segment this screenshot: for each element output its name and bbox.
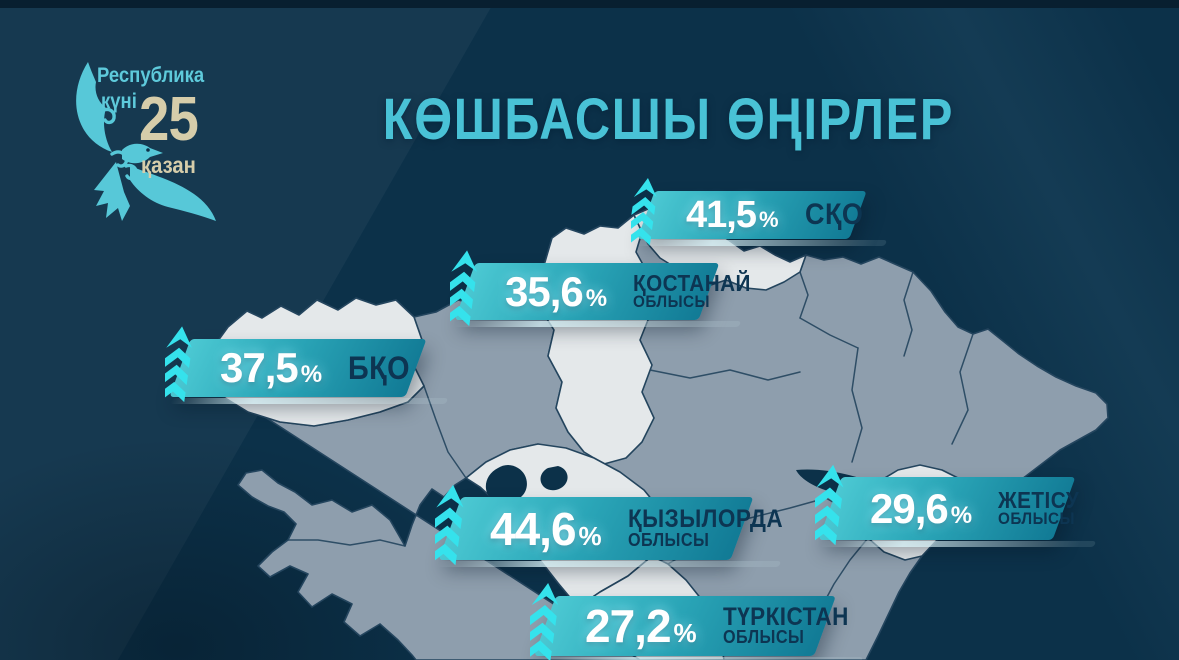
badge-sko: 41,5% СҚО [631,178,887,246]
badge-bko: 37,5% БҚО [165,326,448,404]
badge-streak [819,541,1096,547]
badge-streak [636,240,887,246]
aral-sea [485,465,527,504]
up-arrow-icon [165,326,192,403]
page-title: КӨШБАСШЫ ӨҢІРЛЕР [382,87,954,152]
badge-region-name: ҚЫЗЫЛОРДА ОБЛЫСЫ [627,505,783,550]
badge-zhetysu: 29,6% ЖЕТІСУ ОБЛЫСЫ [815,464,1096,547]
up-arrow-icon [631,178,657,246]
badge-streak [454,321,742,327]
aral-sea-small [540,466,568,491]
republic-day-logo: Республика күні 25 қазан [55,58,225,238]
badge-turkistan: 27,2% ТҮРКІСТАН ОБЛЫСЫ [530,583,863,660]
top-dark-strip [0,0,1179,8]
badge-value: 41,5% [686,194,779,236]
logo-text-republic: Республика [97,64,205,87]
eagle-eye [146,148,150,152]
badge-streak [169,398,448,404]
badge-kyzylorda: 44,6% ҚЫЗЫЛОРДА ОБЛЫСЫ [435,484,782,567]
up-arrow-icon [815,464,844,546]
badge-value: 27,2% [585,600,697,652]
up-arrow-icon [530,583,559,660]
logo-text-day-word: күні [101,90,137,113]
badge-region-name: СҚО [804,197,863,231]
logo-number-25: 25 [139,85,199,154]
badge-region-name: ЖЕТІСУ ОБЛЫСЫ [998,486,1080,529]
eagle-icon [76,62,216,221]
badge-region-name: ҚОСТАНАЙ ОБЛЫСЫ [633,269,751,312]
badge-kostanay: 35,6% ҚОСТАНАЙ ОБЛЫСЫ [450,250,750,327]
badge-value: 44,6% [490,502,602,555]
up-arrow-icon [450,250,477,327]
badge-region-name: БҚО [348,349,411,386]
up-arrow-icon [435,484,464,566]
badge-value: 35,6% [505,267,608,315]
logo-text-month: қазан [141,152,196,178]
badge-streak [437,561,782,567]
badge-region-name: ТҮРКІСТАН ОБЛЫСЫ [722,602,849,648]
badge-value: 37,5% [220,344,323,391]
badge-value: 29,6% [870,484,973,532]
